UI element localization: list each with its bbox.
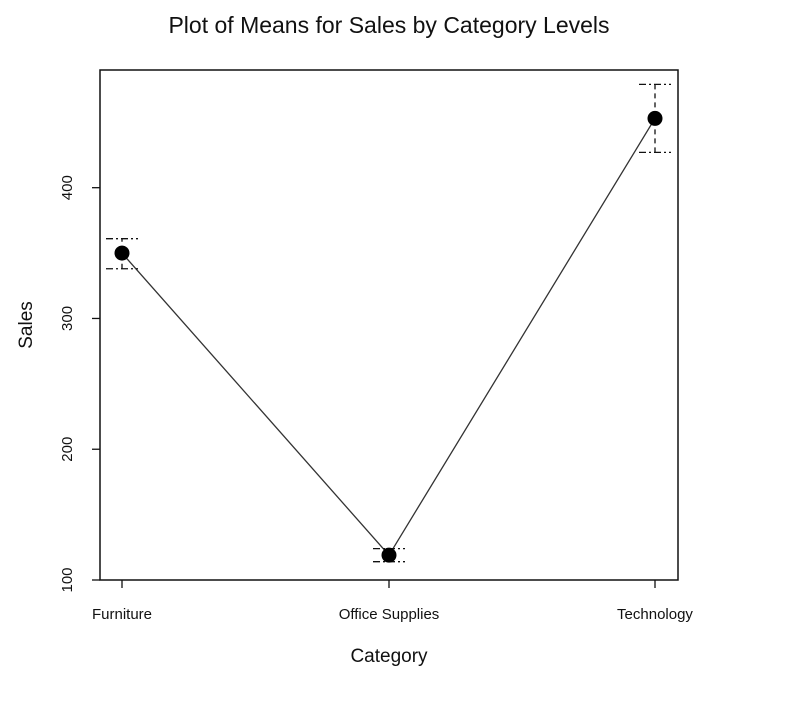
x-tick-label: Technology xyxy=(617,606,693,623)
x-tick-label: Furniture xyxy=(92,606,152,623)
y-axis: 100 200 300 400 xyxy=(59,175,100,593)
series-line xyxy=(121,118,656,557)
x-axis: Furniture Office Supplies Technology xyxy=(92,580,693,623)
y-tick-label: 100 xyxy=(59,567,76,592)
mean-point xyxy=(381,547,397,563)
error-bar xyxy=(106,238,138,270)
x-axis-title: Category xyxy=(350,646,428,667)
y-tick-label: 400 xyxy=(59,175,76,200)
series-layer xyxy=(106,83,671,563)
x-tick-label: Office Supplies xyxy=(339,606,440,623)
mean-point xyxy=(114,245,130,261)
y-tick-label: 200 xyxy=(59,437,76,462)
error-bar xyxy=(639,83,671,154)
y-tick-label: 300 xyxy=(59,306,76,331)
chart-title: Plot of Means for Sales by Category Leve… xyxy=(168,12,609,38)
mean-point xyxy=(647,110,663,126)
y-axis-title: Sales xyxy=(16,301,37,349)
plot-frame xyxy=(99,69,679,581)
